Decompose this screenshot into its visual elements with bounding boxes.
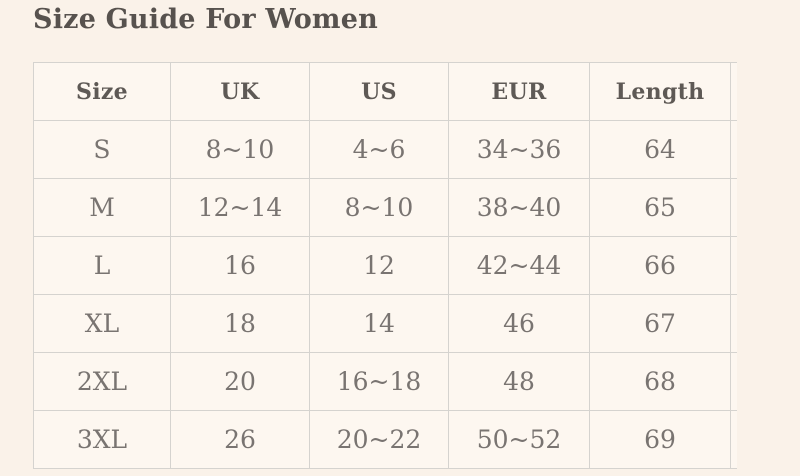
- table-row: 2XL 20 16~18 48 68: [33, 352, 737, 411]
- table-cell: 3XL: [33, 410, 171, 469]
- table-row: L 16 12 42~44 66: [33, 236, 737, 295]
- table-cell: 64: [589, 120, 731, 179]
- table-row: S 8~10 4~6 34~36 64: [33, 120, 737, 179]
- table-cell: 42~44: [448, 236, 590, 295]
- table-cell: 26: [170, 410, 310, 469]
- header-row: Size UK US EUR Length: [33, 62, 737, 121]
- table-cell: M: [33, 178, 171, 237]
- column-header-eur: EUR: [448, 62, 590, 121]
- table-cell: 46: [448, 294, 590, 353]
- clipped-column-cell: [730, 120, 737, 179]
- table-cell: 48: [448, 352, 590, 411]
- table-cell: L: [33, 236, 171, 295]
- column-header-size: Size: [33, 62, 171, 121]
- table-cell: S: [33, 120, 171, 179]
- table-cell: 4~6: [309, 120, 449, 179]
- clipped-column-cell: [730, 410, 737, 469]
- column-header-uk: UK: [170, 62, 310, 121]
- table-cell: 38~40: [448, 178, 590, 237]
- table-cell: XL: [33, 294, 171, 353]
- table-cell: 8~10: [170, 120, 310, 179]
- column-header-us: US: [309, 62, 449, 121]
- clipped-column-cell: [730, 178, 737, 237]
- column-header-length: Length: [589, 62, 731, 121]
- table-cell: 16~18: [309, 352, 449, 411]
- table-cell: 34~36: [448, 120, 590, 179]
- table-cell: 2XL: [33, 352, 171, 411]
- table-cell: 14: [309, 294, 449, 353]
- table-cell: 50~52: [448, 410, 590, 469]
- table-cell: 12~14: [170, 178, 310, 237]
- size-table: Size UK US EUR Length S 8~10 4~6 34~36 6…: [33, 62, 737, 469]
- table-cell: 20~22: [309, 410, 449, 469]
- table-row: M 12~14 8~10 38~40 65: [33, 178, 737, 237]
- table-cell: 20: [170, 352, 310, 411]
- table-cell: 65: [589, 178, 731, 237]
- clipped-column-cell: [730, 62, 737, 121]
- clipped-column-cell: [730, 236, 737, 295]
- table-row: 3XL 26 20~22 50~52 69: [33, 410, 737, 469]
- table-cell: 18: [170, 294, 310, 353]
- page-title: Size Guide For Women: [33, 4, 378, 35]
- table-cell: 67: [589, 294, 731, 353]
- clipped-column-cell: [730, 352, 737, 411]
- table-cell: 16: [170, 236, 310, 295]
- clipped-column-cell: [730, 294, 737, 353]
- size-table-wrapper: Size UK US EUR Length S 8~10 4~6 34~36 6…: [33, 62, 737, 469]
- table-cell: 68: [589, 352, 731, 411]
- table-cell: 69: [589, 410, 731, 469]
- table-cell: 66: [589, 236, 731, 295]
- table-cell: 12: [309, 236, 449, 295]
- table-row: XL 18 14 46 67: [33, 294, 737, 353]
- table-cell: 8~10: [309, 178, 449, 237]
